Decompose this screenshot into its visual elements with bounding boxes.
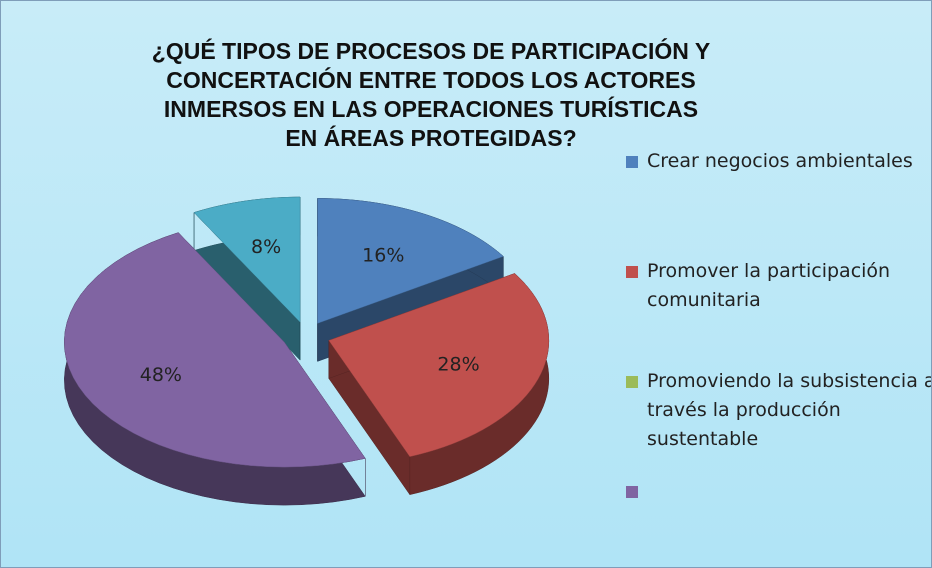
legend-swatch (626, 266, 638, 278)
data-label: 8% (251, 236, 281, 258)
legend-label: Crear negocios ambientales (647, 150, 913, 172)
legend-entry: Promoviendo la subsistencia a través la … (623, 367, 932, 454)
legend-swatch (626, 156, 638, 168)
pie-slice (64, 232, 366, 468)
legend-swatch (626, 376, 638, 388)
pie-slice (328, 273, 550, 457)
chart-title: ¿QUÉ TIPOS DE PROCESOS DE PARTICIPACIÓN … (151, 38, 711, 151)
data-label: 28% (437, 353, 479, 375)
legend-swatch (626, 486, 638, 498)
legend-entry: Promover la participación comunitaria (623, 257, 931, 315)
legend-entry: Crear negocios ambientales (623, 147, 931, 176)
legend-label: Promover la participación comunitaria (647, 260, 891, 311)
pie-slice (193, 196, 301, 323)
pie-slice (317, 198, 504, 324)
legend-label: Promoviendo la subsistencia a través la … (647, 370, 932, 450)
data-label: 48% (140, 364, 182, 386)
data-label: 16% (362, 244, 404, 266)
